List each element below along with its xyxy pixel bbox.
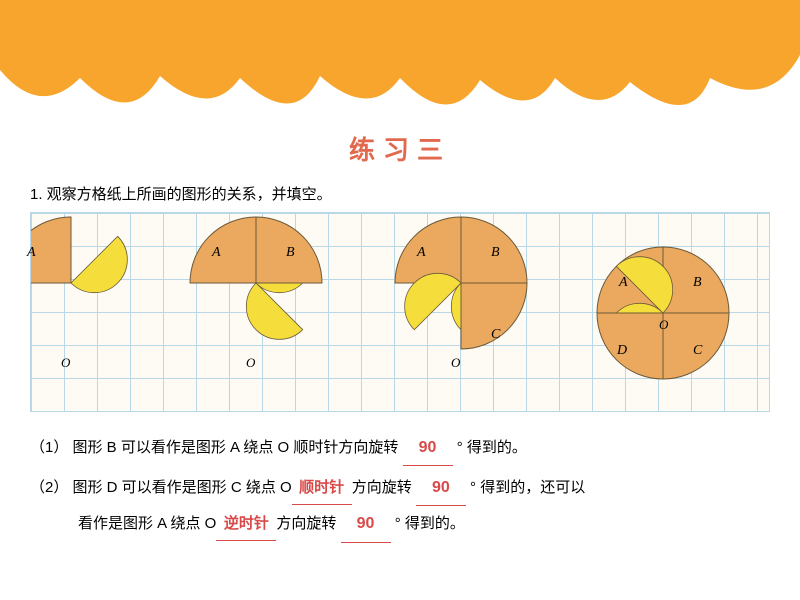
- q2-answer1-blank: 顺时针: [292, 471, 352, 505]
- shape-label-C: C: [491, 327, 500, 343]
- q1-pre: （1） 图形 B 可以看作是图形 A 绕点 O 顺时针方向旋转: [30, 439, 398, 456]
- q2-mid: 方向旋转: [352, 479, 412, 496]
- shape-label-O: O: [246, 355, 255, 371]
- q2-line2-post: ° 得到的。: [395, 515, 465, 532]
- q1-answer-blank: 90: [403, 430, 453, 466]
- shape-label-A: A: [417, 245, 426, 261]
- shape-label-O: O: [61, 355, 70, 371]
- q2-answer2-blank: 90: [416, 470, 466, 506]
- question-1: （1） 图形 B 可以看作是图形 A 绕点 O 顺时针方向旋转 90 ° 得到的…: [30, 430, 770, 466]
- grid-diagram: A O A B O A B C O A B C D O: [30, 212, 770, 412]
- shape-label-O: O: [451, 355, 460, 371]
- q2-line2-pre: 看作是图形 A 绕点 O: [78, 515, 216, 532]
- shape-label-A: A: [27, 245, 36, 261]
- shape-label-D: D: [617, 343, 627, 359]
- shape-label-A: A: [212, 245, 221, 261]
- q2-pre: （2） 图形 D 可以看作是图形 C 绕点 O: [30, 479, 292, 496]
- question-2: （2） 图形 D 可以看作是图形 C 绕点 O顺时针方向旋转 90 ° 得到的，…: [30, 470, 770, 542]
- shapes-svg: [31, 213, 771, 413]
- q2-answer4-blank: 90: [341, 506, 391, 542]
- page-title: 练习三: [30, 130, 770, 167]
- q2-answer3-blank: 逆时针: [216, 507, 276, 541]
- shape-label-B: B: [491, 245, 500, 261]
- shape-label-B: B: [286, 245, 295, 261]
- shape-label-B: B: [693, 275, 702, 291]
- q2-line2-mid: 方向旋转: [276, 515, 336, 532]
- q2-post1: ° 得到的，还可以: [470, 479, 585, 496]
- q1-post: ° 得到的。: [457, 439, 527, 456]
- shape-label-O: O: [659, 317, 668, 333]
- questions-block: （1） 图形 B 可以看作是图形 A 绕点 O 顺时针方向旋转 90 ° 得到的…: [30, 430, 770, 543]
- question-prompt: 1. 观察方格纸上所画的图形的关系，并填空。: [30, 183, 770, 204]
- shape-label-C: C: [693, 343, 702, 359]
- worksheet-content: 练习三 1. 观察方格纸上所画的图形的关系，并填空。 A O A B O A B C O A B C D…: [0, 0, 800, 567]
- shape-label-A: A: [619, 275, 628, 291]
